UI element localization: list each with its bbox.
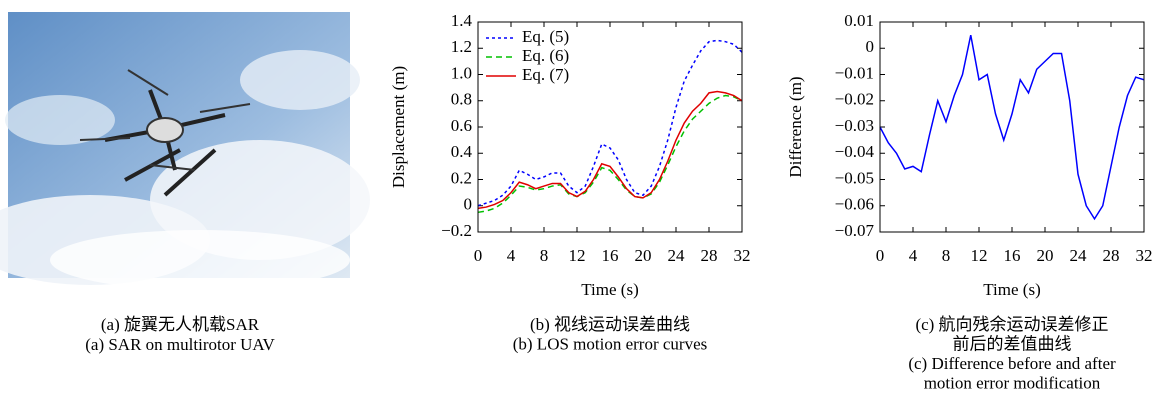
x-tick-label: 16 [1004,246,1021,265]
caption: (a) 旋翼无人机载SAR [101,315,260,334]
x-axis-label: Time (s) [581,280,638,299]
x-tick-label: 12 [971,246,988,265]
caption: (b) 视线运动误差曲线 [530,315,690,334]
data-line [477,39,743,207]
legend-label: Eq. (6) [522,46,569,65]
x-tick-label: 20 [635,246,652,265]
x-tick-label: 8 [942,246,951,265]
y-tick-label: 0.01 [844,11,874,30]
y-tick-label: −0.01 [835,63,874,82]
x-tick-label: 28 [1103,246,1120,265]
y-tick-label: −0.2 [441,221,472,240]
uav-photo [0,12,370,290]
caption: (c) Difference before and after [908,354,1116,373]
y-tick-label: 0.6 [451,116,472,135]
plot-frame [879,21,1145,233]
plot-frame [477,21,743,233]
y-tick-label: 0.4 [451,142,473,161]
y-tick-label: 1.4 [451,11,473,30]
data-line [477,90,743,210]
y-tick-label: −0.04 [835,142,875,161]
x-tick-label: 28 [701,246,718,265]
x-tick-label: 32 [734,246,751,265]
x-tick-label: 20 [1037,246,1054,265]
caption: motion error modification [924,373,1101,392]
data-line [879,34,1145,221]
x-axis-label: Time (s) [983,280,1040,299]
y-tick-label: −0.02 [835,90,874,109]
caption: (b) LOS motion error curves [513,334,708,353]
x-tick-label: 12 [569,246,586,265]
y-tick-label: −0.07 [835,221,875,240]
x-tick-label: 16 [602,246,619,265]
y-axis-label: Difference (m) [786,76,805,177]
y-tick-label: 1.0 [451,63,472,82]
data-line [477,94,743,214]
y-tick-label: −0.03 [835,116,874,135]
x-tick-label: 4 [507,246,516,265]
x-tick-label: 24 [1070,246,1088,265]
legend-label: Eq. (5) [522,27,569,46]
y-tick-label: 0 [866,37,875,56]
caption: (a) SAR on multirotor UAV [85,335,275,354]
caption: (c) 航向残余运动误差修正 [915,315,1108,334]
x-tick-label: 32 [1136,246,1153,265]
y-tick-label: 0 [464,195,473,214]
x-tick-label: 0 [876,246,885,265]
y-tick-label: −0.06 [835,195,874,214]
legend-label: Eq. (7) [522,65,569,84]
y-axis-label: Displacement (m) [389,66,408,188]
x-tick-label: 8 [540,246,549,265]
y-tick-label: 0.8 [451,90,472,109]
x-tick-label: 4 [909,246,918,265]
x-tick-label: 0 [474,246,483,265]
x-tick-label: 24 [668,246,686,265]
y-tick-label: −0.05 [835,168,874,187]
y-tick-label: 0.2 [451,168,472,187]
caption: 前后的差值曲线 [953,334,1072,353]
y-tick-label: 1.2 [451,37,472,56]
